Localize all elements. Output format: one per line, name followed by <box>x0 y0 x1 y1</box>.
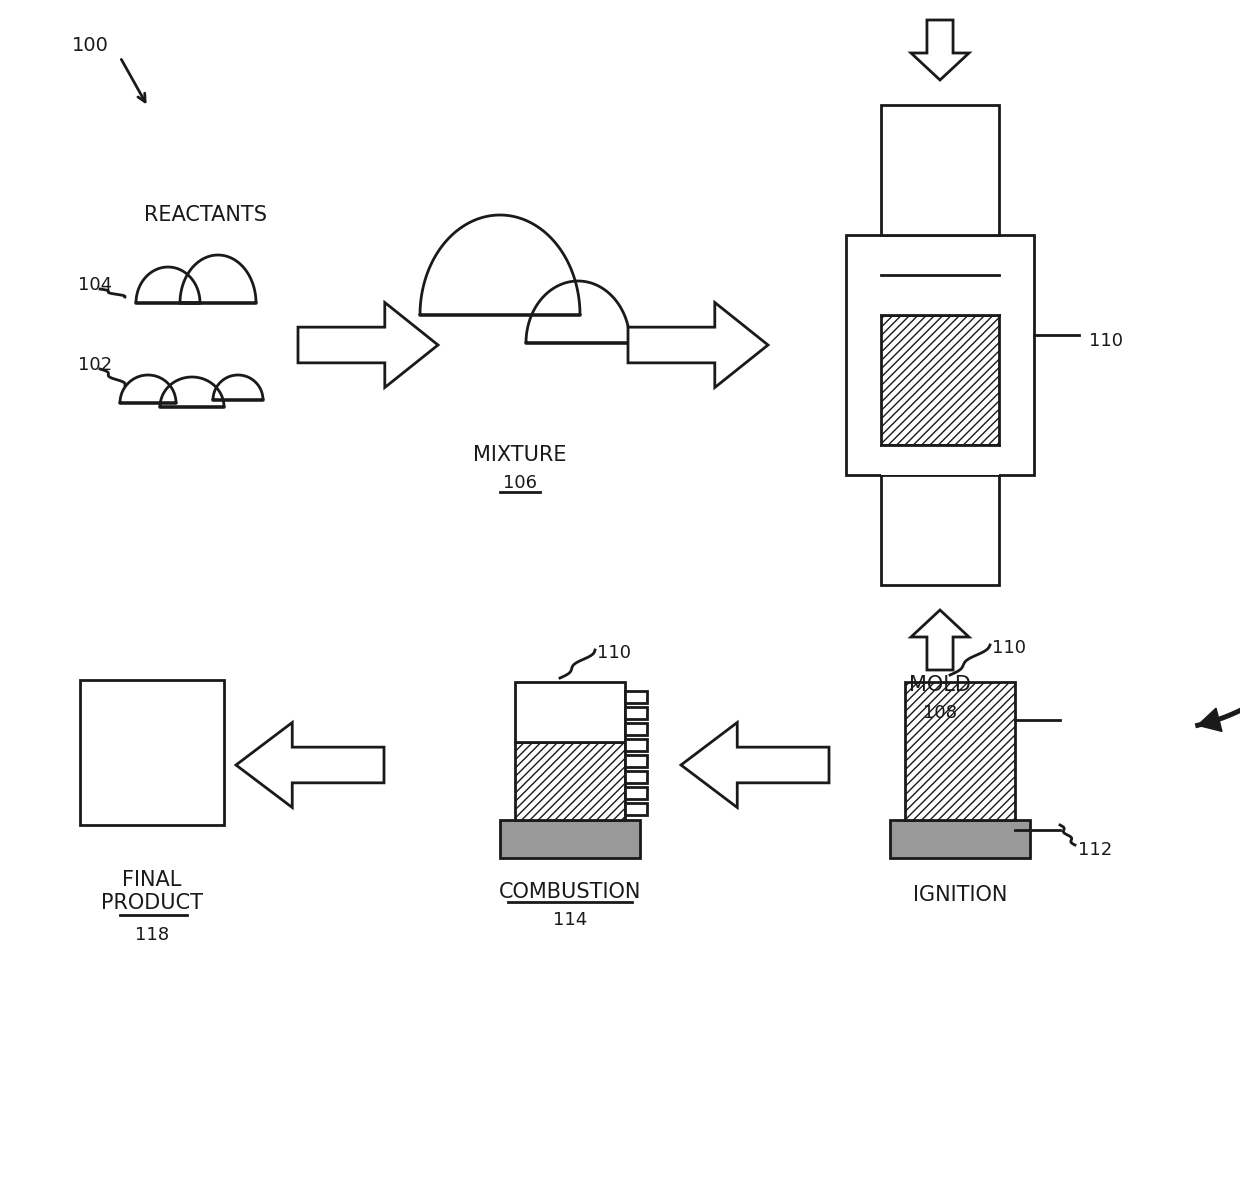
Text: MIXTURE: MIXTURE <box>474 445 567 465</box>
Bar <box>880 474 999 586</box>
Text: 110: 110 <box>1089 332 1123 350</box>
Text: FINAL: FINAL <box>123 870 182 890</box>
Text: 106: 106 <box>503 474 537 492</box>
Text: 118: 118 <box>135 926 169 944</box>
Text: 112: 112 <box>1078 841 1112 859</box>
Text: IGNITION: IGNITION <box>913 885 1007 905</box>
Text: 100: 100 <box>72 36 109 55</box>
Polygon shape <box>911 20 968 80</box>
Text: PRODUCT: PRODUCT <box>100 893 203 913</box>
Bar <box>515 742 625 820</box>
Polygon shape <box>681 723 830 808</box>
Bar <box>890 820 1030 858</box>
Bar <box>880 275 999 315</box>
Text: 102: 102 <box>78 356 112 374</box>
Bar <box>81 680 224 825</box>
Bar <box>625 691 647 703</box>
Text: 104: 104 <box>78 276 112 294</box>
Polygon shape <box>298 302 438 387</box>
Polygon shape <box>911 609 968 670</box>
Bar <box>625 755 647 767</box>
Text: 108: 108 <box>923 704 957 722</box>
Polygon shape <box>627 302 768 387</box>
Text: 110: 110 <box>992 639 1025 657</box>
Text: MOLD: MOLD <box>909 675 971 695</box>
Bar <box>625 803 647 815</box>
Bar <box>515 682 625 742</box>
Text: REACTANTS: REACTANTS <box>144 206 267 225</box>
Bar <box>625 788 647 799</box>
Bar <box>500 820 640 858</box>
Polygon shape <box>236 723 384 808</box>
Polygon shape <box>1198 709 1221 731</box>
Bar <box>625 771 647 783</box>
Bar <box>625 723 647 735</box>
Text: 114: 114 <box>553 911 587 929</box>
Bar <box>905 682 1016 820</box>
Bar <box>625 707 647 719</box>
Bar <box>880 105 999 235</box>
Text: COMBUSTION: COMBUSTION <box>498 882 641 902</box>
Bar <box>880 445 999 474</box>
Bar <box>625 739 647 750</box>
Text: 110: 110 <box>596 644 631 662</box>
Bar <box>846 235 1034 474</box>
Bar <box>880 315 999 445</box>
